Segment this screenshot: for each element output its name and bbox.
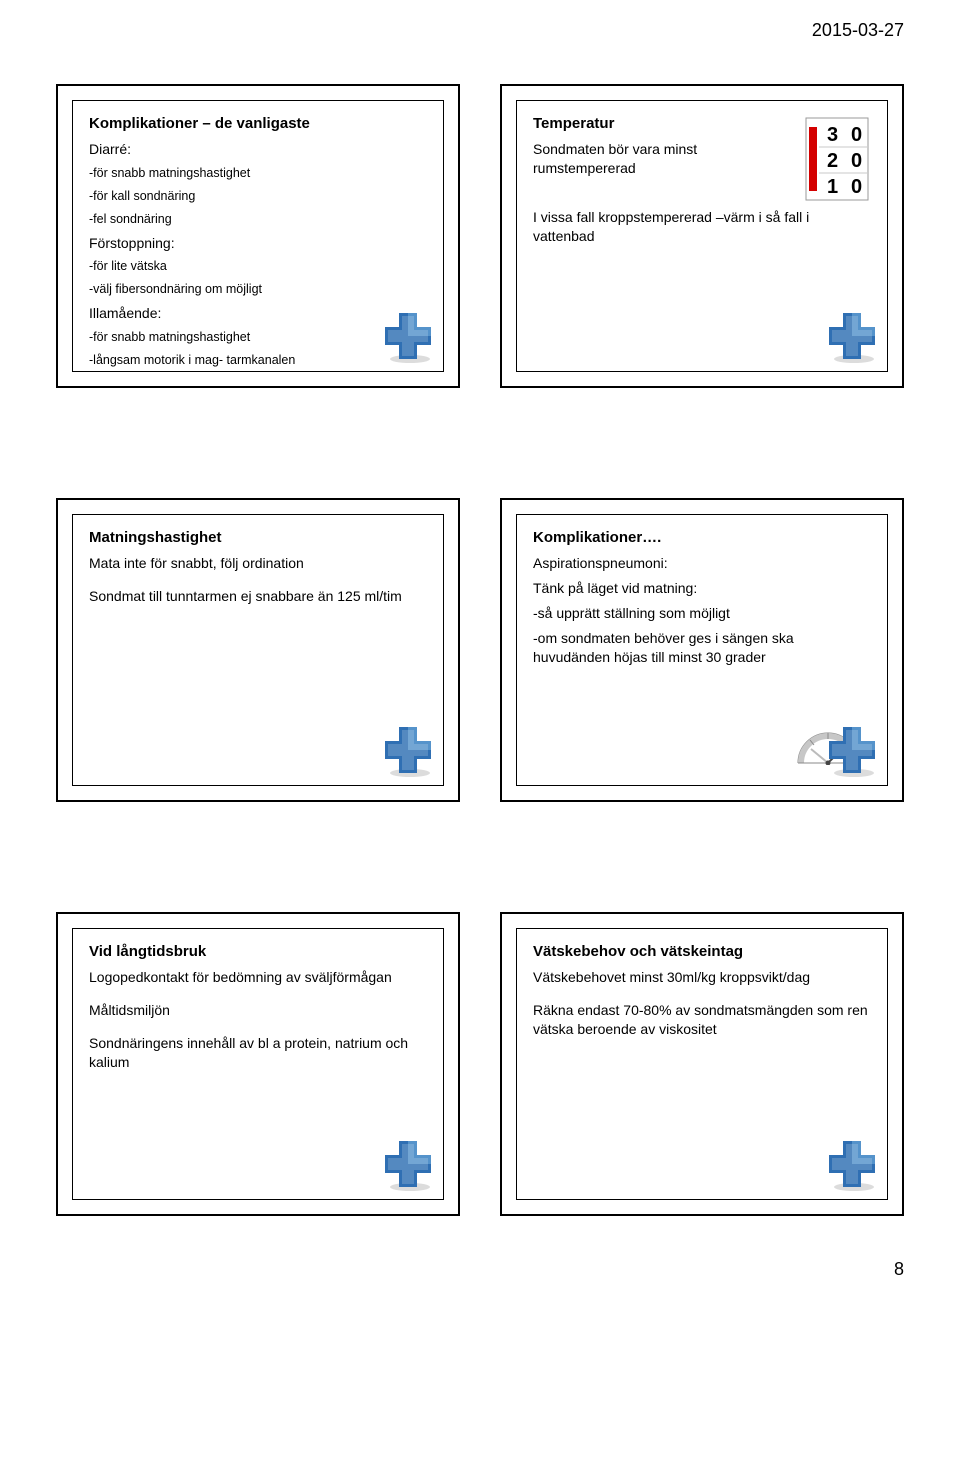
slide-inner: Komplikationer…. Aspirationspneumoni: Tä…	[516, 514, 888, 786]
slide-inner: Vätskebehov och vätskeintag Vätskebehove…	[516, 928, 888, 1200]
body-text: Logopedkontakt för bedömning av sväljför…	[89, 968, 427, 987]
svg-text:0: 0	[851, 124, 862, 146]
row-1: Komplikationer – de vanligaste Diarré: -…	[56, 84, 904, 388]
bullet: -långsam motorik i mag- tarmkanalen	[89, 352, 427, 369]
medical-cross-icon	[825, 723, 879, 777]
body-text: Vätskebehovet minst 30ml/kg kroppsvikt/d…	[533, 968, 871, 987]
page: 2015-03-27 Komplikationer – de vanligast…	[0, 0, 960, 1296]
bullet: -välj fibersondnäring om möjligt	[89, 281, 427, 298]
body-text: Aspirationspneumoni:	[533, 554, 871, 573]
body-text: Tänk på läget vid matning:	[533, 579, 871, 598]
medical-cross-icon	[381, 1137, 435, 1191]
group-label: Illamående:	[89, 304, 427, 323]
slide-title: Vid långtidsbruk	[89, 943, 427, 960]
slide-komplikationer-cont: Komplikationer…. Aspirationspneumoni: Tä…	[500, 498, 904, 802]
body-text: Räkna endast 70-80% av sondmatsmängden s…	[533, 1001, 871, 1039]
body-text: -om sondmaten behöver ges i sängen ska h…	[533, 629, 871, 667]
bullet: -för kall sondnäring	[89, 188, 427, 205]
slide-title: Vätskebehov och vätskeintag	[533, 943, 871, 960]
body-text: -så upprätt ställning som möjligt	[533, 604, 871, 623]
slide-langtidsbruk: Vid långtidsbruk Logopedkontakt för bedö…	[56, 912, 460, 1216]
body-text: Mata inte för snabbt, följ ordination	[89, 554, 427, 573]
svg-text:1: 1	[827, 176, 838, 198]
svg-text:0: 0	[851, 176, 862, 198]
slide-vatskebehov: Vätskebehov och vätskeintag Vätskebehove…	[500, 912, 904, 1216]
medical-cross-icon	[825, 1137, 879, 1191]
row-3: Vid långtidsbruk Logopedkontakt för bedö…	[56, 912, 904, 1216]
medical-cross-icon	[825, 309, 879, 363]
row-2: Matningshastighet Mata inte för snabbt, …	[56, 498, 904, 802]
slide-grid: Komplikationer – de vanligaste Diarré: -…	[56, 84, 904, 1216]
body-text: Måltidsmiljön	[89, 1001, 427, 1020]
body-text: Sondnäringens innehåll av bl a protein, …	[89, 1034, 427, 1072]
medical-cross-icon	[381, 723, 435, 777]
group-label: Förstoppning:	[89, 234, 427, 253]
bullet: -för snabb matningshastighet	[89, 329, 427, 346]
slide-title: Komplikationer – de vanligaste	[89, 115, 427, 132]
svg-text:0: 0	[851, 150, 862, 172]
bullet: -fel sondnäring	[89, 211, 427, 228]
body-text: Sondmat till tunntarmen ej snabbare än 1…	[89, 587, 427, 606]
slide-matningshastighet: Matningshastighet Mata inte för snabbt, …	[56, 498, 460, 802]
slide-inner: Vid långtidsbruk Logopedkontakt för bedö…	[72, 928, 444, 1200]
svg-text:3: 3	[827, 124, 838, 146]
slide-inner: Temperatur Sondmaten bör vara minst rums…	[516, 100, 888, 372]
header-date: 2015-03-27	[812, 20, 904, 41]
group-label: Diarré:	[89, 140, 427, 159]
slide-komplikationer-vanligaste: Komplikationer – de vanligaste Diarré: -…	[56, 84, 460, 388]
medical-cross-icon	[381, 309, 435, 363]
slide-inner: Matningshastighet Mata inte för snabbt, …	[72, 514, 444, 786]
bullet: -för snabb matningshastighet	[89, 165, 427, 182]
body-text: Sondmaten bör vara minst rumstempererad	[533, 140, 753, 178]
slide-inner: Komplikationer – de vanligaste Diarré: -…	[72, 100, 444, 372]
thermometer-icon: 30 20 10	[805, 117, 869, 201]
body-text: I vissa fall kroppstempererad –värm i så…	[533, 208, 853, 246]
slide-title: Matningshastighet	[89, 529, 427, 546]
page-number: 8	[894, 1259, 904, 1280]
bullet: -för lite vätska	[89, 258, 427, 275]
slide-title: Komplikationer….	[533, 529, 871, 546]
svg-text:2: 2	[827, 150, 838, 172]
slide-temperatur: Temperatur Sondmaten bör vara minst rums…	[500, 84, 904, 388]
